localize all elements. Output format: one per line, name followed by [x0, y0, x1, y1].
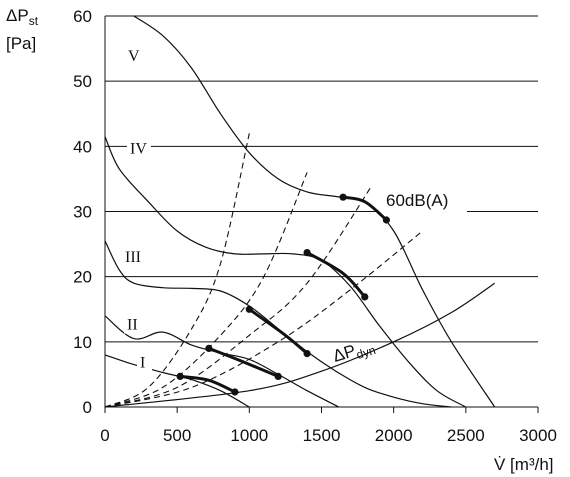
- fan-label-bg: [124, 314, 148, 334]
- x-tick-label: 3000: [519, 426, 557, 445]
- dynamic-pressure-curve: [104, 282, 496, 408]
- x-tick-label: 2500: [447, 426, 485, 445]
- noise-level-label: 60dB(A): [386, 191, 448, 210]
- system-curve: [104, 172, 308, 408]
- y-tick-label: 60: [73, 7, 92, 26]
- noise-point: [176, 372, 184, 380]
- noise-segment: [178, 374, 237, 394]
- x-tick-label: 1000: [230, 426, 268, 445]
- noise-segment: [207, 346, 280, 378]
- noise-point: [231, 388, 239, 396]
- fan-curve-label: V: [128, 48, 140, 65]
- y-tick-label: 30: [73, 203, 92, 222]
- noise-point: [245, 305, 253, 313]
- noise-point: [274, 372, 282, 380]
- noise-point: [303, 249, 311, 257]
- tick-labels: 0 500 1000 1500 2000 2500 3000 0 10 20 30 40 50 60: [73, 7, 557, 445]
- fan-label-bg: [127, 138, 151, 158]
- noise-segment: [341, 195, 388, 222]
- y-tick-label: 40: [73, 137, 92, 156]
- y-axis-label: ΔPst: [6, 6, 39, 28]
- fan-curve: [104, 136, 467, 408]
- x-tick-label: 0: [100, 426, 109, 445]
- noise-point: [339, 193, 347, 201]
- x-axis-label: V̇ [m³/h]: [494, 455, 554, 474]
- noise-segment: [247, 307, 309, 356]
- noise-segment: [305, 251, 367, 299]
- fan-curve-label: III: [125, 249, 141, 266]
- noise-point: [361, 293, 369, 301]
- system-curve: [104, 133, 250, 408]
- y-tick-label: 0: [83, 398, 92, 417]
- noise-point: [303, 350, 311, 358]
- fan-curve-label: IV: [130, 141, 147, 158]
- noise-point: [205, 344, 213, 352]
- y-tick-label: 10: [73, 333, 92, 352]
- system-curve: [104, 185, 373, 408]
- y-axis-unit: [Pa]: [6, 34, 36, 53]
- fan-label-bg: [122, 246, 155, 266]
- x-tick-label: 500: [163, 426, 191, 445]
- grid-lines: [104, 15, 539, 413]
- fan-label-bg: [125, 46, 140, 66]
- noise-point: [382, 216, 390, 224]
- fan-curve: [104, 240, 452, 408]
- y-tick-label: 50: [73, 72, 92, 91]
- y-tick-label: 20: [73, 268, 92, 287]
- x-tick-label: 1500: [303, 426, 341, 445]
- x-tick-label: 2000: [375, 426, 413, 445]
- dynamic-pressure-label: ΔPdyn: [331, 335, 378, 368]
- fan-label-bg: [137, 352, 152, 372]
- fan-curve: [133, 15, 496, 408]
- fan-curve-label: II: [127, 317, 138, 334]
- fan-curve-label: I: [140, 354, 145, 371]
